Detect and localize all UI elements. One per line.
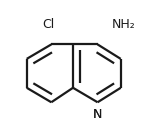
Text: N: N bbox=[93, 108, 102, 121]
Text: NH₂: NH₂ bbox=[112, 18, 136, 31]
Text: N: N bbox=[93, 108, 102, 121]
Text: Cl: Cl bbox=[42, 18, 55, 31]
Text: N: N bbox=[93, 108, 102, 121]
